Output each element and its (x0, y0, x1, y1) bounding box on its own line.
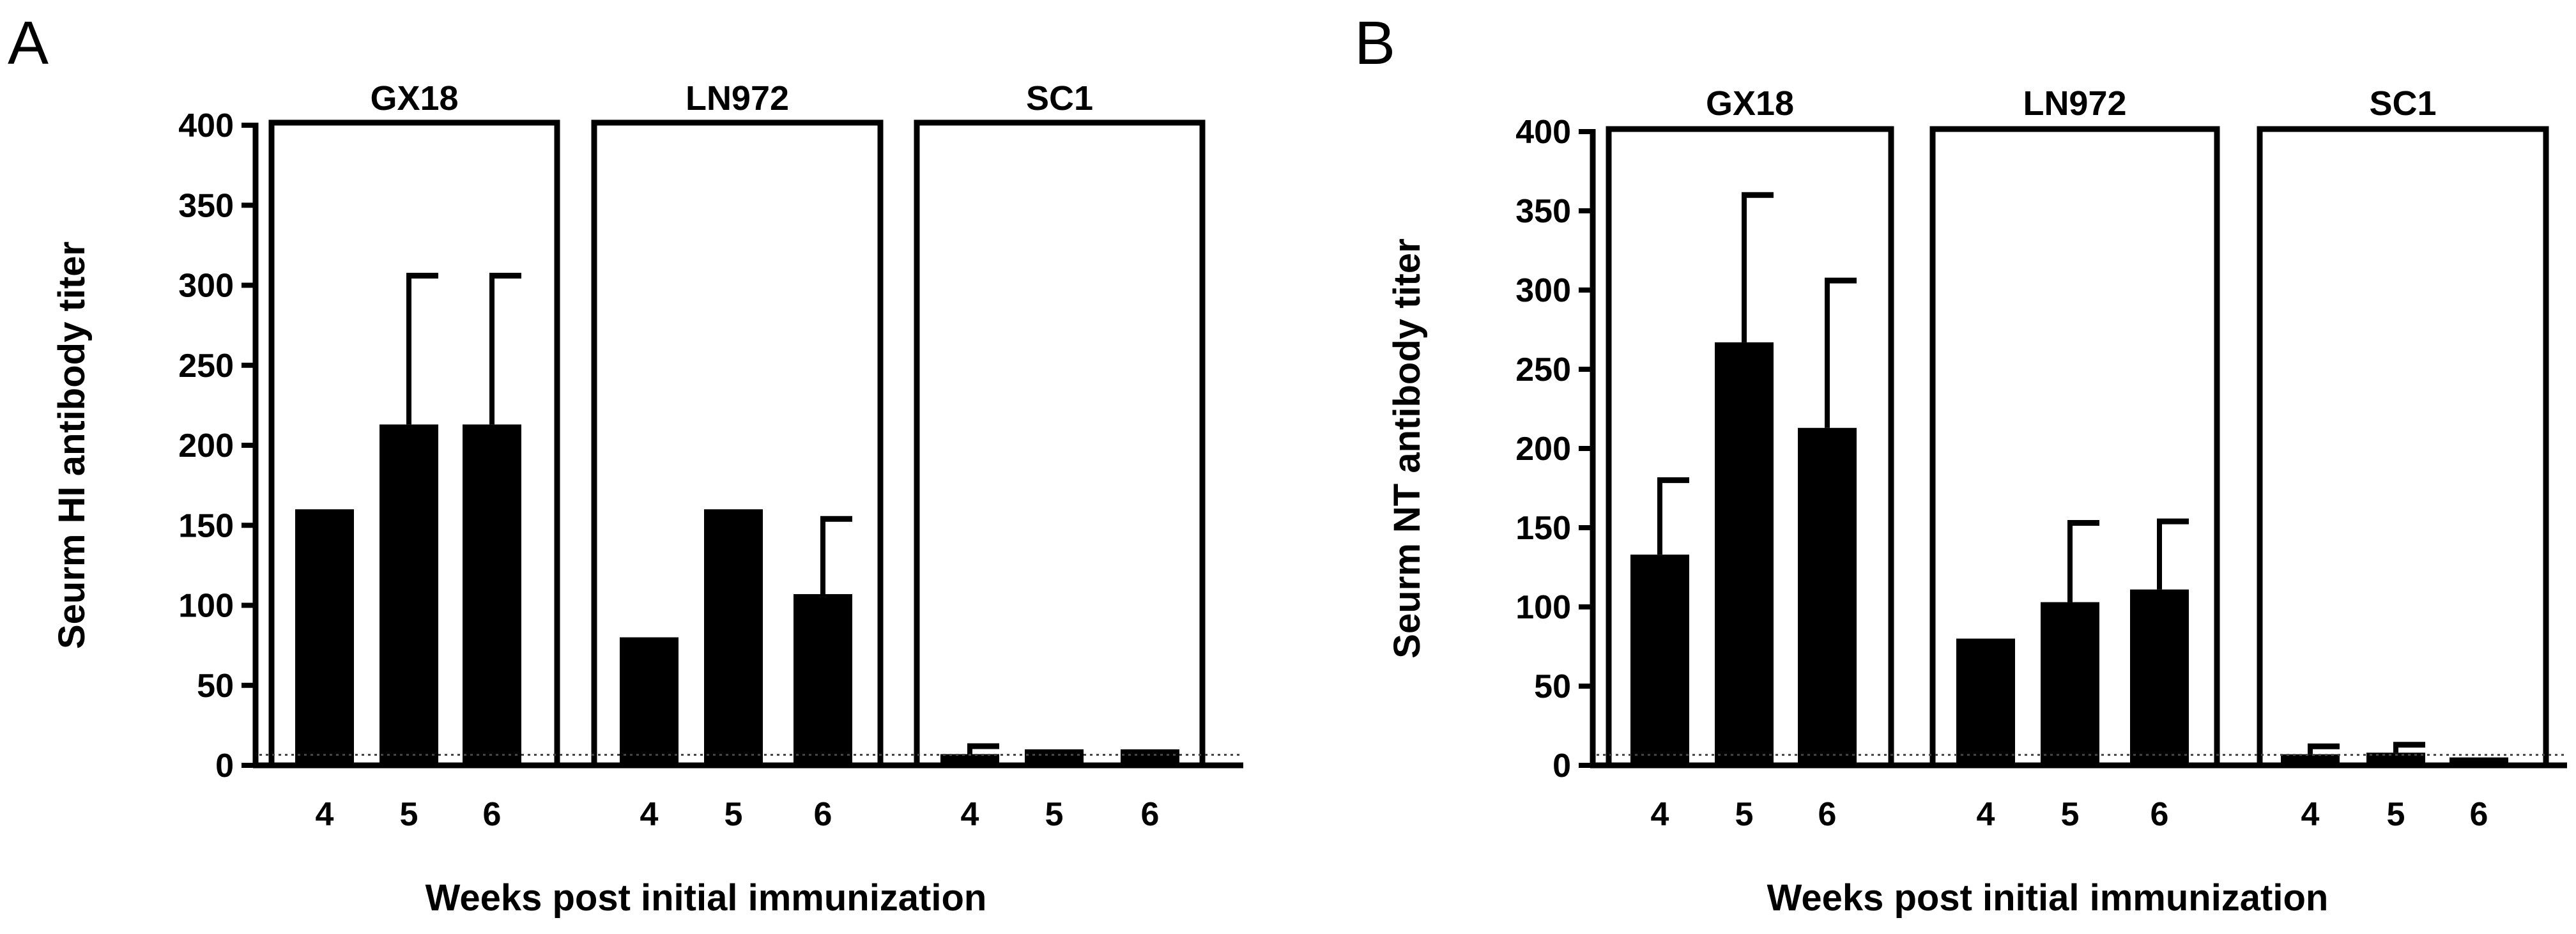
bar (2041, 602, 2099, 765)
y-tick-label: 400 (1515, 114, 1571, 151)
y-tick-label: 400 (178, 107, 234, 144)
x-tick-label: 4 (961, 796, 979, 833)
bar (1798, 427, 1857, 765)
x-tick-label: 6 (814, 796, 832, 833)
bar (2366, 753, 2425, 765)
x-tick-label: 5 (1735, 796, 1754, 833)
y-tick-label: 300 (1515, 272, 1571, 309)
x-tick-label: 5 (2061, 796, 2080, 833)
x-tick-label: 6 (483, 796, 502, 833)
bar (295, 509, 354, 765)
bar (1715, 342, 1774, 765)
y-axis-title: Seurm HI antibody titer (51, 241, 93, 649)
x-tick-label: 6 (1141, 796, 1160, 833)
x-tick-label: 4 (640, 796, 659, 833)
panel-letter: A (8, 9, 49, 77)
bar (620, 637, 678, 765)
y-tick-label: 200 (1515, 431, 1571, 468)
group-frame (268, 119, 560, 765)
panel-b: B GX18 4 5 6 LN972 4 5 6 SC1 4 5 6 0 50 100 150 200 250 300… (1354, 9, 2567, 919)
x-tick-label: 6 (2470, 796, 2488, 833)
x-axis-title: Weeks post initial immunization (1767, 877, 2329, 919)
group-frame (1929, 126, 2220, 765)
group-frame (1606, 126, 1894, 765)
y-tick-label: 300 (178, 268, 234, 305)
y-tick-label: 350 (1515, 193, 1571, 230)
x-tick-label: 4 (1977, 796, 1995, 833)
bar (704, 509, 763, 765)
bar (463, 424, 521, 765)
x-tick-label: 6 (1818, 796, 1837, 833)
bar (793, 593, 852, 765)
y-tick-label: 150 (178, 507, 234, 544)
y-tick-label: 100 (1515, 589, 1571, 626)
group-title: LN972 (2023, 84, 2126, 123)
x-tick-label: 4 (316, 796, 334, 833)
x-tick-label: 4 (1651, 796, 1669, 833)
y-tick-label: 50 (1534, 668, 1571, 705)
group-frame (914, 119, 1206, 765)
panel-a: A GX18 4 5 6 LN972 4 5 6 SC1 4 5 6 0 50 100 150 200 250 300… (8, 9, 1243, 919)
x-tick-label: 6 (2150, 796, 2169, 833)
y-tick-label: 50 (197, 668, 234, 705)
x-tick-label: 5 (1045, 796, 1064, 833)
y-tick-label: 350 (178, 187, 234, 224)
bar (1956, 638, 2015, 765)
x-axis-title: Weeks post initial immunization (425, 877, 987, 919)
group-frame (591, 119, 884, 765)
y-axis-title: Seurm NT antibody titer (1386, 238, 1428, 658)
group-title: SC1 (2369, 84, 2436, 123)
bar (1630, 555, 1689, 765)
y-tick-label: 250 (178, 348, 234, 385)
y-tick-label: 100 (178, 588, 234, 625)
bar (2130, 589, 2189, 765)
y-tick-label: 150 (1515, 510, 1571, 547)
y-tick-label: 0 (215, 747, 234, 785)
x-tick-label: 4 (2301, 796, 2320, 833)
x-tick-label: 5 (724, 796, 743, 833)
y-tick-label: 200 (178, 427, 234, 464)
group-title: GX18 (370, 79, 458, 118)
group-title: SC1 (1026, 79, 1093, 118)
group-frame (2257, 126, 2549, 765)
y-tick-label: 0 (1552, 747, 1571, 785)
x-tick-label: 5 (2387, 796, 2405, 833)
group-title: GX18 (1706, 84, 1794, 123)
x-tick-label: 5 (400, 796, 418, 833)
panel-letter: B (1354, 9, 1395, 77)
y-tick-label: 250 (1515, 351, 1571, 388)
group-title: LN972 (686, 79, 789, 118)
bar (379, 424, 438, 765)
